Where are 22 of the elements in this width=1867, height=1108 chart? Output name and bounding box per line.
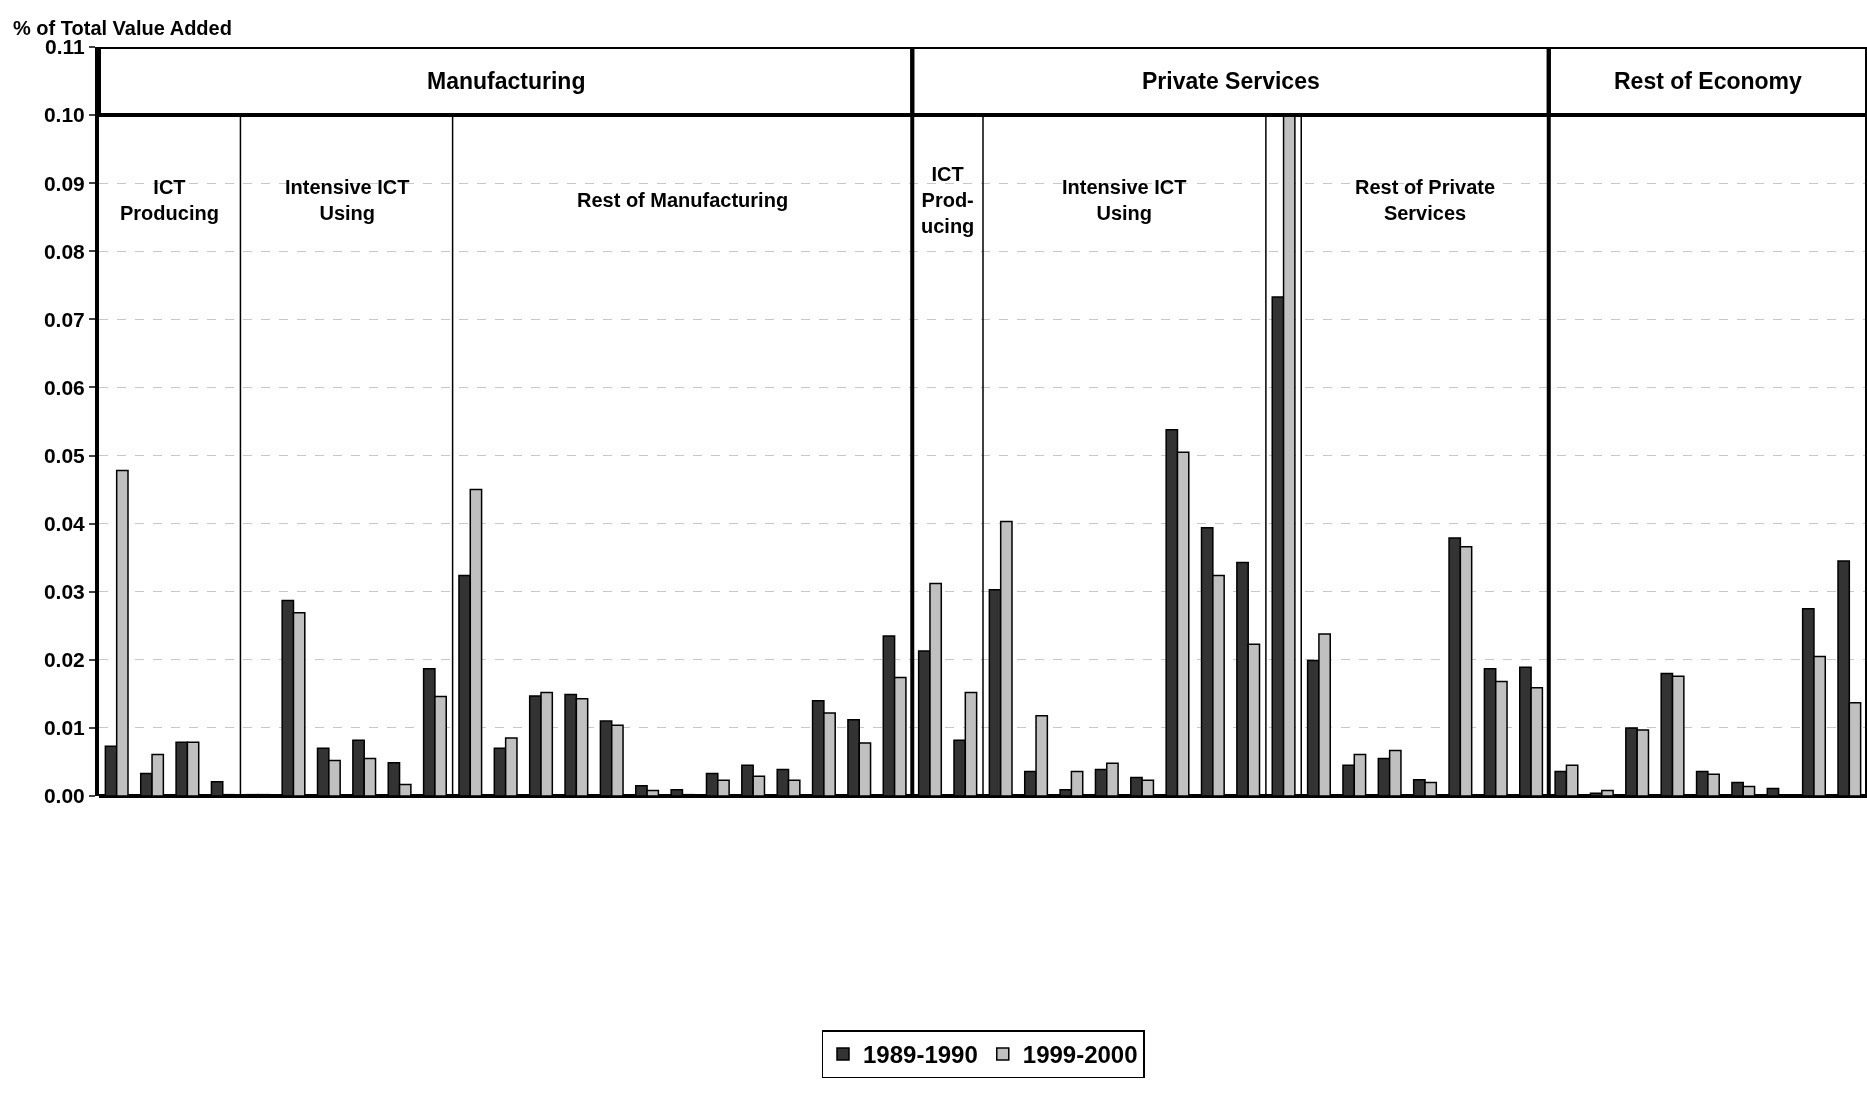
annotation: Rest of Private Services — [1355, 176, 1496, 224]
y-tick-label: 0.04 — [43, 511, 86, 535]
y-tick-label: 0.00 — [43, 784, 85, 808]
annotation: ICT Producing — [120, 176, 219, 224]
annotation: Rest of Economy — [1614, 68, 1803, 94]
y-tick-label: 0.01 — [43, 716, 86, 740]
y-tick-label: 0.06 — [43, 375, 85, 399]
annotation: ICT Prod- ucing — [921, 163, 975, 237]
y-tick-label: 0.05 — [43, 443, 86, 467]
annotation: Intensive ICT Using — [1062, 176, 1187, 224]
annotation: Manufacturing — [427, 68, 586, 94]
annotation: Private Services — [1142, 68, 1320, 94]
legend-label: 1989-1990 — [863, 1041, 978, 1069]
legend-label: 1999-2000 — [1022, 1041, 1138, 1069]
y-tick-label: 0.08 — [43, 239, 86, 263]
y-tick-label: 0.07 — [43, 307, 85, 331]
annotation: Intensive ICT Using — [285, 176, 410, 224]
y-tick-label: 0.03 — [43, 580, 85, 604]
y-tick-label: 0.02 — [43, 648, 85, 672]
y-tick-label: 0.09 — [43, 171, 85, 195]
annotation: Rest of Manufacturing — [577, 189, 789, 211]
y-tick-label: 0.10 — [43, 103, 85, 127]
